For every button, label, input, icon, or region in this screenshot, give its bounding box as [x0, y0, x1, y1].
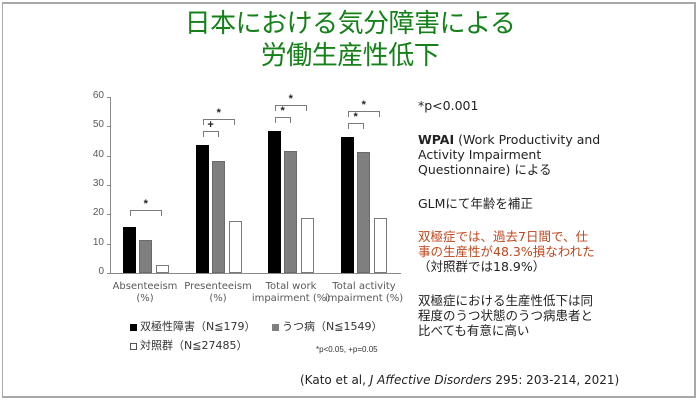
- citation-journal: J Affective Disorders: [369, 373, 492, 387]
- wpai-note-line1: WPAI (Work Productivity and: [418, 132, 600, 147]
- legend-swatch-black-icon: [130, 323, 137, 331]
- y-tick-label: 20: [92, 207, 104, 219]
- significance-mark: *: [288, 93, 293, 106]
- conclusion-line3: 比べても有意に高い: [418, 323, 530, 338]
- legend-label: 双極性障害（N≦179）: [140, 320, 256, 333]
- bar: [155, 265, 169, 273]
- legend-label: うつ病（N≦1549）: [282, 320, 383, 333]
- wpai-note-line3: Questionnaire) による: [418, 162, 552, 177]
- y-tick-mark: [107, 155, 111, 157]
- glm-note: GLMにて年齢を補正: [418, 196, 533, 211]
- citation-suffix: 295: 203-214, 2021): [491, 373, 620, 387]
- citation-prefix: (Kato et al,: [300, 373, 370, 387]
- slide-title-line2: 労働生産性低下: [260, 41, 440, 71]
- highlight-line1: 双極症では、過去7日間で、仕: [418, 229, 588, 244]
- pvalue-note: *p<0.001: [418, 98, 479, 113]
- legend-item-control: 対照群（N≦27485）: [130, 337, 247, 353]
- y-tick-mark: [107, 126, 111, 128]
- wpai-acronym: WPAI: [418, 132, 455, 147]
- significance-bracket: [347, 110, 381, 117]
- y-tick-mark: [107, 273, 111, 274]
- citation: (Kato et al, J Affective Disorders 295: …: [300, 373, 619, 387]
- y-tick-label: 10: [92, 236, 104, 248]
- significance-bracket: [202, 131, 219, 138]
- highlight-line2: 事の生産性が48.3%損なわれた: [418, 244, 595, 259]
- bar: [196, 145, 209, 273]
- significance-bracket: [202, 119, 236, 126]
- y-tick-mark: [107, 214, 111, 216]
- x-category-label: Presenteeism (%): [184, 281, 252, 304]
- slide-title-line1: 日本における気分障害による: [184, 9, 516, 39]
- y-tick-label: 0: [98, 266, 104, 277]
- bar: [123, 226, 136, 273]
- chart-footnote: *p<0.05, +p=0.05: [316, 345, 378, 354]
- y-tick-label: 60: [92, 90, 104, 101]
- bar: [357, 152, 371, 273]
- significance-bracket: [129, 209, 163, 216]
- legend-item-depression: うつ病（N≦1549）: [272, 318, 382, 334]
- significance-bracket: [347, 122, 364, 129]
- y-tick-mark: [107, 243, 111, 245]
- conclusion-line1: 双極症における生産性低下は同: [418, 293, 594, 308]
- wpai-note-line2: Activity Impairment: [418, 147, 542, 162]
- x-category-label: Total work impairment (%): [251, 281, 331, 304]
- significance-bracket: [274, 117, 291, 124]
- bar: [212, 161, 226, 273]
- x-category-label: Absenteeism (%): [112, 281, 178, 304]
- significance-mark: +: [207, 119, 214, 132]
- x-axis: [110, 273, 401, 274]
- significance-mark: *: [353, 110, 358, 123]
- bar: [300, 217, 314, 273]
- significance-bracket: [274, 105, 308, 112]
- wpai-text: (Work Productivity and: [454, 132, 601, 147]
- y-tick-label: 50: [92, 119, 104, 131]
- control-note: （対照群では18.9%）: [418, 259, 546, 274]
- significance-mark: *: [361, 98, 366, 111]
- y-tick-mark: [107, 97, 111, 98]
- significance-mark: *: [216, 107, 221, 120]
- y-tick-label: 40: [92, 148, 104, 160]
- bar: [268, 131, 281, 273]
- legend-swatch-gray-icon: [272, 323, 279, 331]
- legend-item-bipolar: 双極性障害（N≦179）: [130, 318, 255, 334]
- legend-label: 対照群（N≦27485）: [140, 339, 248, 352]
- bar: [284, 151, 298, 273]
- significance-mark: *: [280, 105, 285, 118]
- bar: [341, 136, 354, 273]
- y-tick-mark: [107, 185, 111, 186]
- bar: [139, 239, 153, 273]
- conclusion-line2: 程度のうつ状態のうつ病患者と: [418, 308, 594, 323]
- legend-swatch-white-icon: [130, 342, 137, 350]
- significance-mark: *: [143, 197, 148, 210]
- x-category-label: Total activity impairment (%): [324, 281, 404, 304]
- bar: [228, 221, 242, 273]
- bar: [373, 217, 387, 273]
- y-tick-label: 30: [92, 178, 104, 189]
